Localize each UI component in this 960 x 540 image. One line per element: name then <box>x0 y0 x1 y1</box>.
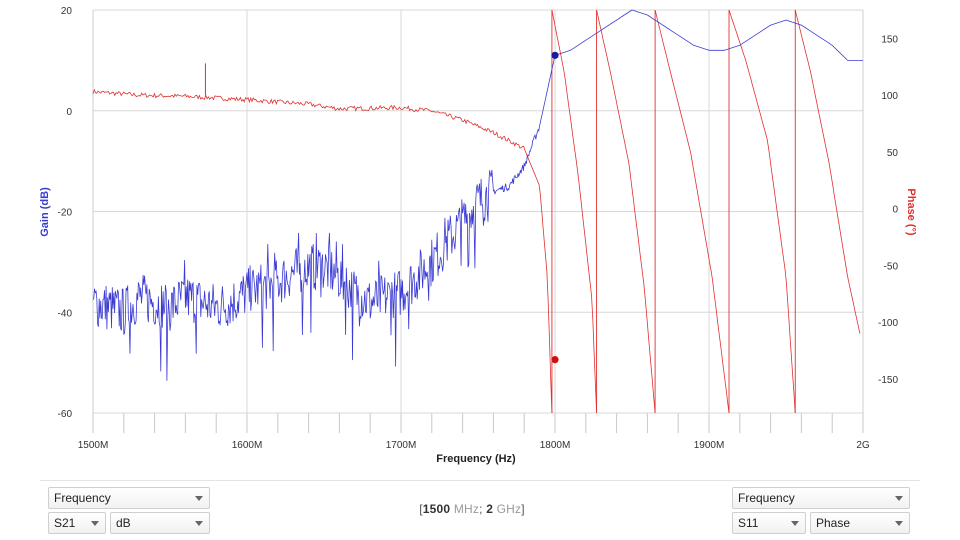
range-close-bracket: ] <box>521 502 525 516</box>
tick-layer: 1500M 1600M 1700M 1800M 1900M 2G 20 0 -20 -40 -60 1… <box>58 6 899 451</box>
phase-line <box>794 9 861 334</box>
left-xaxis-select-value: Frequency <box>54 491 111 505</box>
marker-layer[interactable] <box>551 51 559 364</box>
right-format-select-value: Phase <box>816 516 851 530</box>
right-axis-title: Phase (°) <box>905 188 917 236</box>
left-xaxis-select[interactable]: Frequency <box>48 487 210 509</box>
chevron-down-icon <box>895 521 903 526</box>
phase-line <box>92 88 553 414</box>
gain-marker[interactable] <box>551 51 559 59</box>
phase-line <box>551 9 597 414</box>
left-tick-label: 20 <box>61 6 73 17</box>
right-param-select[interactable]: S11 <box>732 512 806 534</box>
phase-marker[interactable] <box>551 356 559 364</box>
right-tick-label: 150 <box>881 34 898 45</box>
frequency-range-label: [1500 MHz; 2 GHz] <box>412 502 532 516</box>
left-tick-label: 0 <box>66 107 72 118</box>
right-tick-label: 0 <box>892 205 898 216</box>
chevron-down-icon <box>895 496 903 501</box>
chevron-down-icon <box>791 521 799 526</box>
phase-line <box>596 9 656 414</box>
range-separator: ; <box>479 502 483 516</box>
bode-plot[interactable]: 1500M 1600M 1700M 1800M 1900M 2G 20 0 -20 -40 -60 1… <box>0 0 960 470</box>
left-param-select[interactable]: S21 <box>48 512 106 534</box>
right-xaxis-select[interactable]: Frequency <box>732 487 910 509</box>
left-format-select[interactable]: dB <box>110 512 210 534</box>
left-tick-label: -20 <box>58 208 73 219</box>
left-format-select-value: dB <box>116 516 131 530</box>
range-start-value: 1500 <box>422 502 451 516</box>
right-xaxis-select-value: Frequency <box>738 491 795 505</box>
x-tick-label: 2G <box>856 440 870 451</box>
right-format-select[interactable]: Phase <box>810 512 910 534</box>
x-tick-label: 1500M <box>78 440 109 451</box>
right-tick-label: -50 <box>884 261 899 272</box>
gain-line <box>92 9 863 381</box>
chevron-down-icon <box>195 521 203 526</box>
range-start-unit: MHz <box>453 502 480 516</box>
left-tick-label: -40 <box>58 308 73 319</box>
right-param-select-value: S11 <box>738 516 759 530</box>
range-open-bracket: [ <box>419 502 423 516</box>
right-tick-label: 100 <box>881 91 898 102</box>
chevron-down-icon <box>195 496 203 501</box>
x-tick-label: 1700M <box>386 440 417 451</box>
plot-controls: Frequency S21 dB [1500 MHz; 2 GHz] Frequ… <box>40 480 920 539</box>
right-tick-label: 50 <box>887 148 899 159</box>
series-layer <box>92 9 863 414</box>
range-stop-unit: GHz <box>496 502 522 516</box>
x-tick-label: 1900M <box>694 440 725 451</box>
left-axis-title: Gain (dB) <box>39 187 51 237</box>
x-axis-title: Frequency (Hz) <box>436 453 516 465</box>
phase-line <box>654 9 730 414</box>
left-param-select-value: S21 <box>54 516 76 530</box>
range-stop-value: 2 <box>486 502 494 516</box>
left-tick-label: -60 <box>58 409 73 420</box>
right-tick-label: -150 <box>878 375 898 386</box>
x-tick-label: 1800M <box>540 440 571 451</box>
grid <box>92 9 864 433</box>
chevron-down-icon <box>91 521 99 526</box>
phase-line <box>728 9 796 414</box>
x-tick-label: 1600M <box>232 440 263 451</box>
right-tick-label: -100 <box>878 318 898 329</box>
